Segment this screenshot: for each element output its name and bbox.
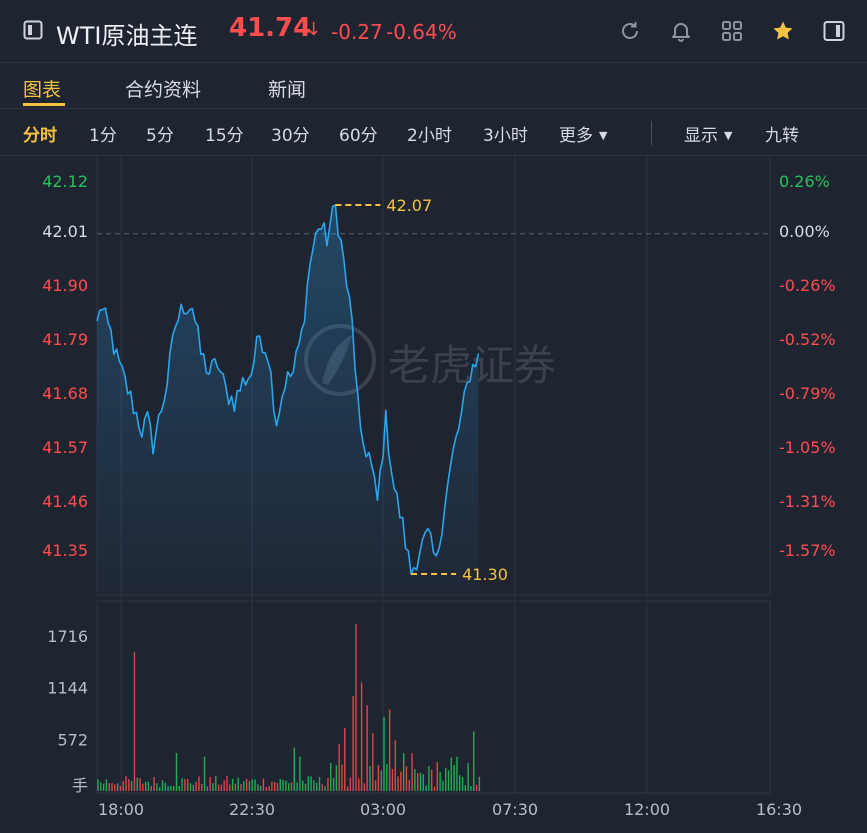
time-tick-label: 12:00 (624, 800, 670, 819)
time-tick-label: 22:30 (229, 800, 275, 819)
price-area (97, 205, 479, 595)
period-5m[interactable]: 5分 (146, 126, 174, 146)
tab-news[interactable]: 新闻 (268, 79, 307, 101)
percent-tick-label: -1.31% (779, 492, 836, 511)
volume-tick-label: 1144 (47, 679, 88, 698)
toolbar-divider (651, 121, 652, 145)
price-tick-label: 41.90 (42, 276, 88, 295)
chevron-down-icon: ▼ (599, 129, 608, 142)
nine-turn-button[interactable]: 九转 (765, 126, 799, 146)
display-dropdown[interactable]: 显示 ▼ (684, 121, 732, 146)
intraday-chart[interactable]: 老虎证券 42.0741.3042.1242.0141.9041.7941.68… (0, 155, 867, 833)
price-tick-label: 41.68 (42, 384, 88, 403)
more-dropdown[interactable]: 更多 ▼ (559, 121, 607, 146)
volume-unit-label: 手 (72, 776, 88, 795)
percent-tick-label: -0.79% (779, 384, 836, 403)
tab-chart[interactable]: 图表 (23, 79, 62, 101)
down-arrow-icon: ↓ (306, 19, 322, 40)
price-area-fill (97, 205, 479, 595)
period-toolbar: 分时 1分 5分 15分 30分 60分 2小时 3小时 更多 ▼ 显示 ▼ 九转 (0, 108, 867, 156)
volume-pane-frame (96, 600, 771, 794)
low-marker-label: 41.30 (462, 565, 508, 584)
percent-tick-label: -0.26% (779, 276, 836, 295)
star-icon[interactable] (771, 19, 795, 43)
time-tick-label: 18:00 (98, 800, 144, 819)
high-marker-label: 42.07 (386, 196, 432, 215)
period-1m[interactable]: 1分 (89, 126, 117, 146)
time-tick-label: 16:30 (756, 800, 802, 819)
more-label: 更多 (559, 126, 593, 146)
percent-tick-label: 0.00% (779, 222, 830, 241)
price-tick-label: 41.79 (42, 330, 88, 349)
time-tick-label: 07:30 (492, 800, 538, 819)
panel-icon[interactable] (822, 19, 846, 43)
percent-tick-label: 0.26% (779, 172, 830, 191)
percent-tick-label: -1.57% (779, 541, 836, 560)
volume-bars (97, 623, 481, 791)
period-15m[interactable]: 15分 (205, 126, 244, 146)
period-3h[interactable]: 3小时 (483, 126, 528, 146)
instrument-title: WTI原油主连 (56, 22, 198, 50)
price-series-line (96, 204, 480, 575)
grid-icon[interactable] (720, 19, 744, 43)
period-60m[interactable]: 60分 (339, 126, 378, 146)
volume-tick-label: 572 (57, 730, 88, 749)
percent-tick-label: -0.52% (779, 330, 836, 349)
bell-icon[interactable] (669, 19, 693, 43)
price-tick-label: 41.35 (42, 541, 88, 560)
last-price: 41.74 (229, 13, 312, 43)
price-change: -0.27 (331, 20, 383, 44)
main-tabs: 图表 合约资料 新闻 (0, 62, 867, 109)
price-tick-label: 41.57 (42, 438, 88, 457)
price-tick-label: 41.46 (42, 492, 88, 511)
period-2h[interactable]: 2小时 (407, 126, 452, 146)
display-label: 显示 (684, 126, 718, 146)
volume-tick-label: 1716 (47, 627, 88, 646)
tab-contract-info[interactable]: 合约资料 (125, 79, 202, 101)
header-bar: WTI原油主连 41.74 ↓ -0.27 -0.64% (0, 0, 867, 62)
chevron-down-icon: ▼ (724, 129, 733, 142)
percent-tick-label: -1.05% (779, 438, 836, 457)
price-line (96, 204, 480, 575)
price-change-percent: -0.64% (386, 20, 457, 44)
period-intraday[interactable]: 分时 (23, 126, 57, 146)
price-tick-label: 42.01 (42, 222, 88, 241)
period-30m[interactable]: 30分 (271, 126, 310, 146)
active-tab-indicator (23, 103, 65, 106)
time-tick-label: 03:00 (360, 800, 406, 819)
axis-labels: 42.07 41.30 42.12 42.01 41.90 41.79 41.68 41.57… (42, 172, 835, 819)
price-tick-label: 42.12 (42, 172, 88, 191)
sidebar-toggle-icon[interactable] (23, 20, 43, 40)
refresh-icon[interactable] (618, 19, 642, 43)
